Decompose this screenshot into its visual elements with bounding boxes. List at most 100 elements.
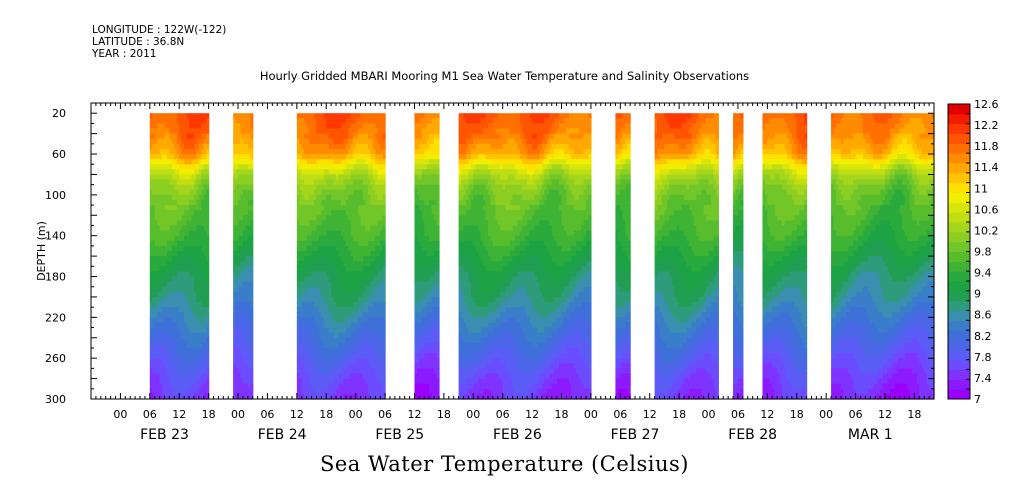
heat-cell (242, 143, 246, 150)
heat-cell (382, 307, 386, 313)
heat-cell (314, 210, 318, 216)
heat-cell (436, 256, 440, 262)
heat-cell (181, 194, 185, 201)
heat-cell (306, 393, 310, 400)
heat-cell (299, 148, 303, 155)
heat-cell (301, 235, 305, 242)
heat-cell (328, 261, 332, 267)
heat-cell (382, 133, 386, 140)
heat-cell (203, 358, 207, 364)
heat-cell (301, 143, 305, 150)
heat-cell (311, 332, 315, 339)
heat-cell (238, 378, 242, 385)
heat-cell (238, 358, 242, 364)
heat-cell (186, 322, 190, 329)
heat-cell (242, 174, 246, 181)
heat-cell (206, 169, 210, 176)
heat-cell (316, 281, 320, 288)
heat-cell (299, 302, 303, 308)
heat-cell (149, 215, 153, 221)
heat-cell (166, 261, 171, 267)
heat-cell (191, 225, 195, 232)
heat-cell (309, 358, 313, 364)
heat-cell (333, 174, 337, 181)
heat-cell (196, 169, 200, 176)
heat-cell (166, 174, 171, 181)
heat-cell (333, 235, 337, 242)
heat-cell (245, 154, 249, 160)
heat-cell (166, 210, 171, 216)
heat-cell (333, 220, 337, 227)
heat-cell (238, 322, 242, 329)
heat-cell (157, 205, 161, 211)
heat-cell (328, 164, 332, 170)
heat-cell (201, 276, 205, 283)
heat-cell (193, 154, 197, 160)
heat-cell (179, 317, 183, 324)
heat-cell (306, 307, 310, 313)
heat-cell (314, 154, 318, 160)
heat-cell (336, 179, 340, 186)
heat-cell (235, 123, 239, 130)
heat-cell (314, 245, 318, 252)
heat-cell (311, 245, 315, 252)
heat-cell (176, 266, 180, 273)
latitude-label: LATITUDE : 36.8N (92, 36, 185, 48)
heat-cell (162, 286, 166, 293)
heat-cell (203, 266, 207, 273)
heat-cell (247, 302, 251, 308)
heat-cell (333, 373, 337, 380)
heat-cell (166, 296, 171, 303)
heat-cell (238, 266, 242, 273)
heat-cell (154, 240, 158, 247)
heat-cell (250, 347, 254, 354)
heat-cell (179, 383, 183, 390)
heat-cell (316, 240, 320, 247)
heat-cell (318, 378, 322, 385)
heat-cell (436, 281, 440, 288)
heat-cell (314, 159, 318, 165)
heat-cell (186, 271, 190, 278)
heat-cell (152, 286, 156, 293)
heat-cell (311, 383, 315, 390)
heat-cell (206, 378, 210, 385)
heat-cell (201, 368, 205, 375)
heat-cell (311, 128, 315, 135)
heat-cell (203, 240, 207, 247)
heat-cell (338, 189, 342, 196)
heat-cell (169, 113, 173, 119)
heat-cell (198, 210, 202, 216)
heat-cell (184, 363, 188, 369)
heat-cell (162, 123, 166, 130)
heat-cell (154, 194, 158, 201)
heat-cell (336, 256, 340, 262)
heat-cell (240, 302, 244, 308)
heat-cell (316, 235, 320, 242)
heat-cell (233, 317, 237, 324)
heat-cell (171, 154, 175, 160)
heat-cell (326, 215, 330, 221)
heat-cell (238, 230, 242, 237)
heat-cell (169, 210, 173, 216)
heat-cell (436, 220, 440, 227)
heat-cell (186, 169, 190, 176)
heat-cell (184, 164, 188, 170)
heat-cell (318, 322, 322, 329)
heat-cell (176, 368, 180, 375)
heat-cell (159, 322, 163, 329)
heat-cell (179, 174, 183, 181)
heat-cell (296, 143, 300, 150)
heat-cell (166, 240, 171, 247)
heat-cell (436, 159, 440, 165)
heat-cell (247, 138, 251, 145)
heat-cell (196, 383, 200, 390)
heat-cell (152, 128, 156, 135)
heat-cell (164, 189, 168, 196)
heat-cell (326, 358, 330, 364)
heat-cell (179, 251, 183, 257)
heat-cell (201, 363, 205, 369)
heat-cell (238, 184, 242, 191)
heat-cell (157, 332, 161, 339)
heat-cell (206, 123, 210, 130)
heat-cell (179, 118, 183, 125)
